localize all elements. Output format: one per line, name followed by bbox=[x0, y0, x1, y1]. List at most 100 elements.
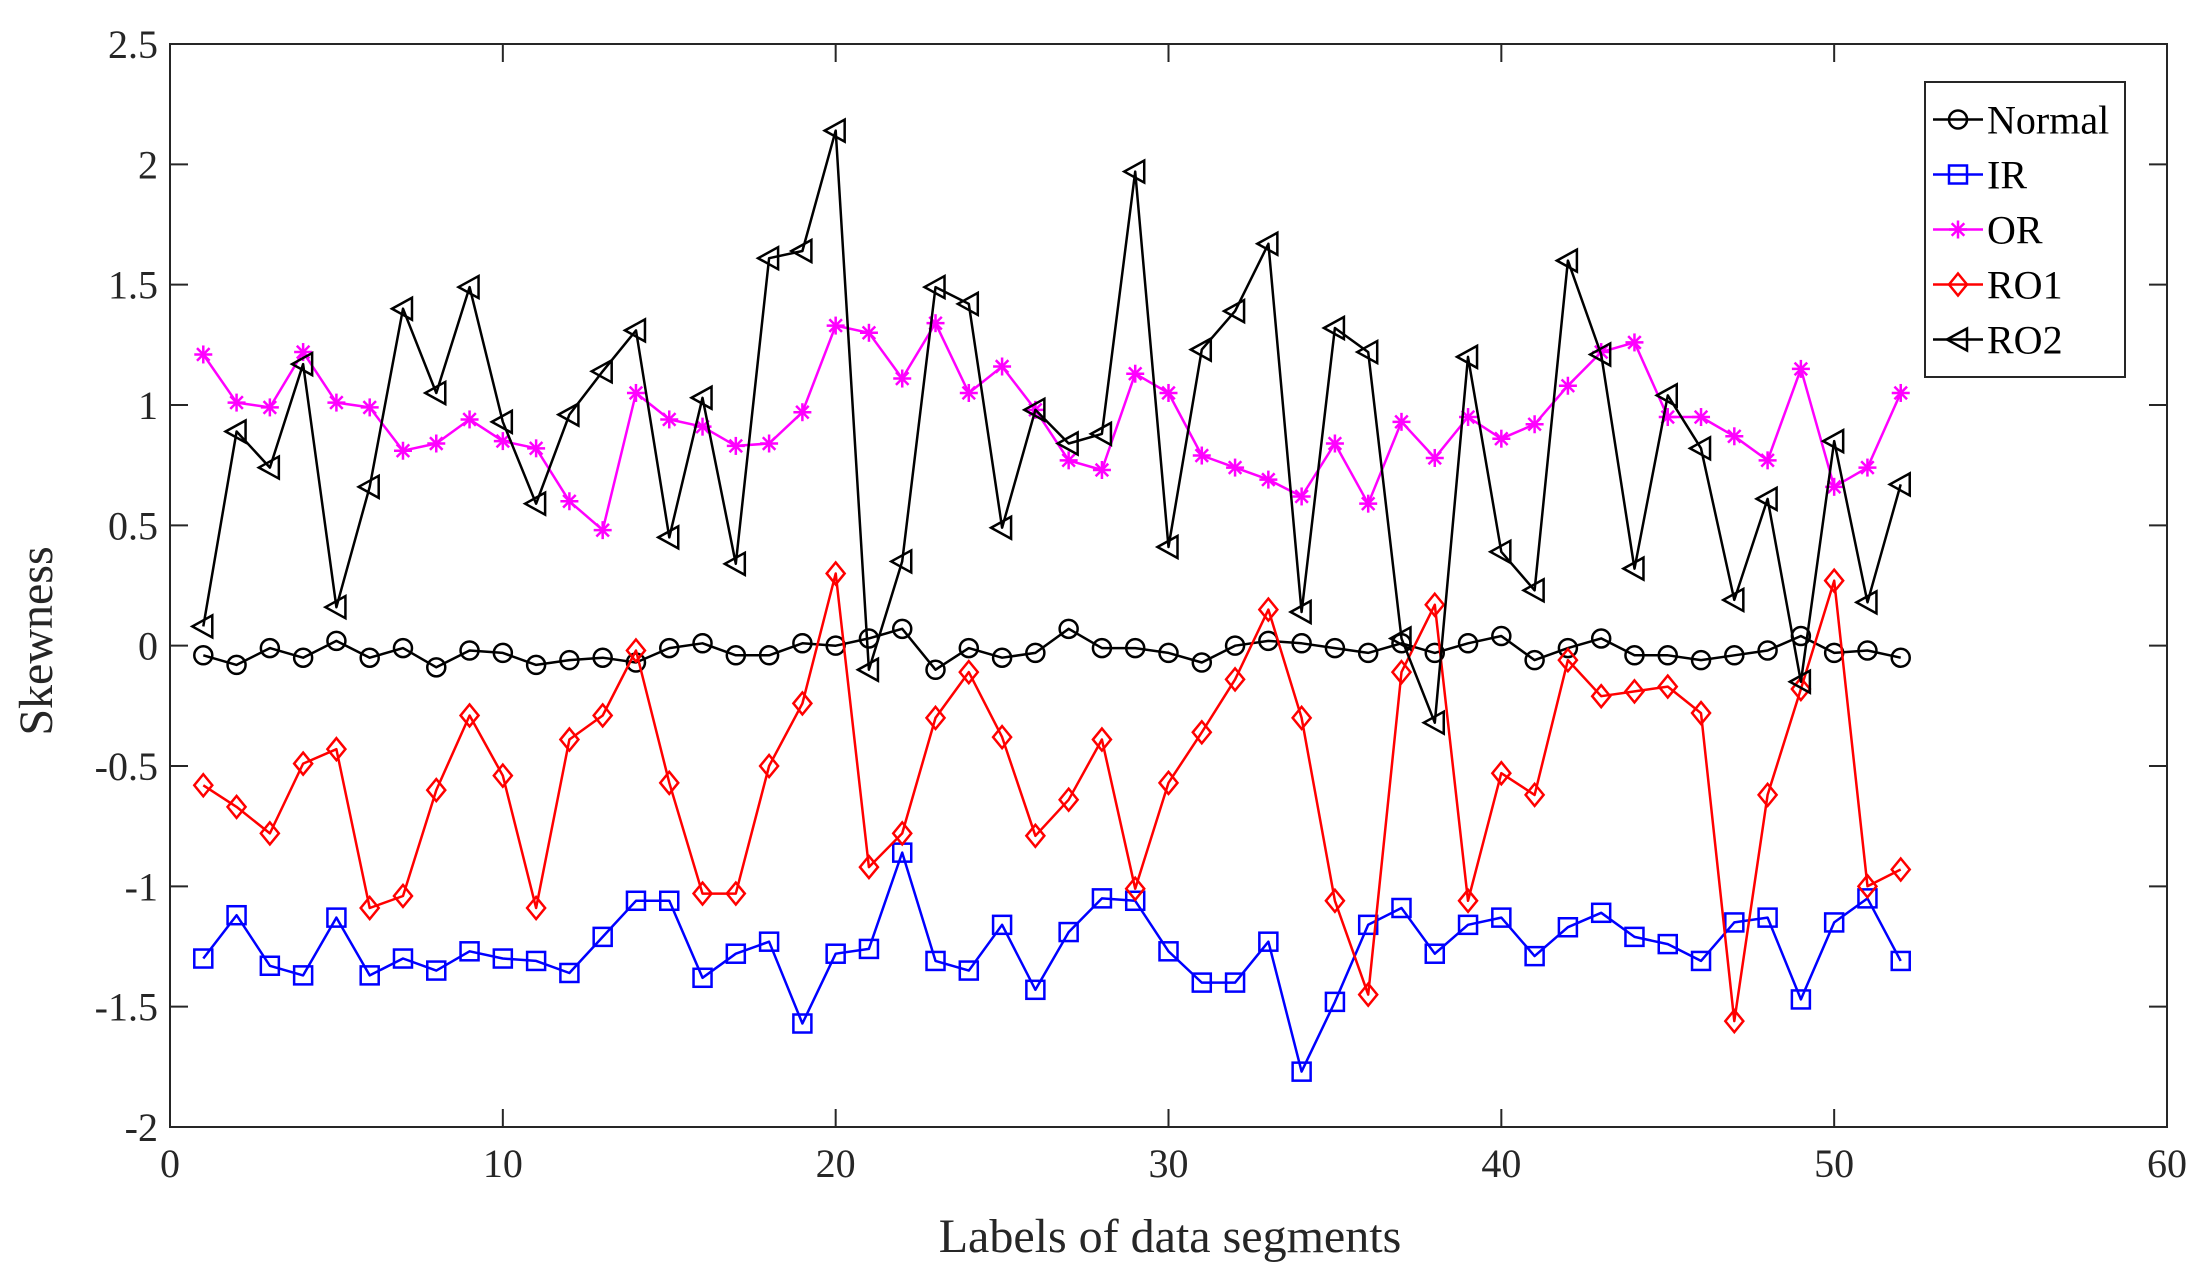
data-point-ro2 bbox=[1154, 533, 1179, 561]
data-point-ir bbox=[1457, 914, 1479, 936]
data-point-ro2 bbox=[1853, 589, 1878, 616]
data-point-ro1 bbox=[392, 882, 414, 909]
data-point-normal bbox=[1424, 642, 1446, 664]
data-point-ro1 bbox=[924, 704, 947, 731]
data-point-ro1 bbox=[1058, 786, 1080, 813]
data-point-or bbox=[1325, 434, 1344, 453]
series-line-ro2 bbox=[202, 129, 1902, 724]
data-point-ro1 bbox=[958, 659, 980, 686]
legend-marker-normal bbox=[1947, 109, 1969, 130]
data-point-ro2 bbox=[522, 490, 547, 517]
legend-marker-or bbox=[1949, 220, 1967, 239]
series-line-ro1 bbox=[202, 572, 1902, 1023]
data-point-normal bbox=[426, 657, 447, 678]
data-point-or bbox=[1891, 383, 1910, 402]
data-point-ro2 bbox=[1021, 396, 1046, 423]
data-point-or bbox=[1525, 415, 1544, 434]
data-point-normal bbox=[592, 647, 613, 668]
series-line-normal bbox=[202, 627, 1901, 671]
data-point-ro1 bbox=[691, 880, 714, 907]
data-point-ro2 bbox=[322, 594, 347, 621]
data-point-ir bbox=[559, 962, 580, 984]
data-point-ir bbox=[1757, 907, 1778, 928]
data-point-ir bbox=[259, 955, 281, 977]
data-point-normal bbox=[1624, 645, 1645, 666]
data-point-normal bbox=[725, 645, 747, 666]
data-point-ro2 bbox=[555, 401, 580, 428]
data-point-ir bbox=[1124, 890, 1146, 912]
data-point-ro2 bbox=[1587, 341, 1612, 368]
data-point-ro2 bbox=[1787, 668, 1812, 695]
series-ro2 bbox=[189, 117, 1911, 736]
data-point-ro1 bbox=[1856, 873, 1879, 900]
data-point-or bbox=[1425, 448, 1444, 467]
data-point-normal bbox=[492, 642, 514, 664]
data-point-normal bbox=[958, 637, 980, 659]
data-point-ro1 bbox=[1490, 760, 1512, 787]
data-point-normal bbox=[1491, 625, 1512, 647]
data-point-ro1 bbox=[525, 895, 547, 921]
data-point-normal bbox=[1058, 618, 1079, 640]
data-point-ro2 bbox=[1654, 382, 1678, 409]
data-point-ir bbox=[492, 948, 514, 969]
data-point-ro1 bbox=[658, 769, 680, 796]
data-point-or bbox=[1492, 429, 1511, 448]
data-point-ro1 bbox=[325, 736, 348, 763]
data-point-ro2 bbox=[1055, 430, 1079, 457]
data-point-normal bbox=[1025, 642, 1046, 664]
data-point-ro2 bbox=[988, 514, 1013, 541]
data-point-or bbox=[1558, 376, 1577, 395]
data-point-ir bbox=[426, 960, 447, 981]
data-point-normal bbox=[1224, 635, 1246, 656]
data-point-ir bbox=[1857, 888, 1878, 909]
data-point-or bbox=[1226, 458, 1245, 477]
data-point-or bbox=[1126, 364, 1145, 383]
data-point-normal bbox=[525, 654, 547, 676]
data-point-normal bbox=[292, 647, 314, 668]
data-point-ro1 bbox=[292, 750, 314, 777]
data-point-ro2 bbox=[921, 273, 946, 301]
data-point-ro2 bbox=[722, 550, 747, 577]
data-point-normal bbox=[392, 637, 414, 659]
data-point-ir bbox=[858, 938, 880, 960]
data-point-or bbox=[260, 398, 279, 417]
data-point-ro1 bbox=[1623, 678, 1646, 705]
data-point-or bbox=[1392, 412, 1411, 431]
data-point-ro1 bbox=[1324, 887, 1346, 914]
data-point-normal bbox=[459, 640, 480, 661]
data-point-ro1 bbox=[359, 895, 381, 921]
data-point-ro1 bbox=[1191, 719, 1213, 746]
data-point-ro2 bbox=[822, 117, 846, 144]
legend-item-ro1: RO1 bbox=[1933, 263, 2063, 308]
y-tick-label: 1.5 bbox=[108, 263, 158, 308]
data-point-ir bbox=[525, 950, 547, 972]
data-point-ro2 bbox=[356, 473, 380, 500]
data-point-ir bbox=[193, 948, 214, 969]
data-point-or bbox=[1159, 383, 1178, 402]
y-tick-label: 0.5 bbox=[108, 503, 158, 548]
legend: Normal IR OR RO1 RO2 bbox=[1924, 81, 2126, 378]
data-point-ro2 bbox=[1620, 555, 1645, 582]
data-point-normal bbox=[1557, 637, 1579, 659]
data-point-ro1 bbox=[1291, 704, 1313, 731]
data-point-ir bbox=[1224, 972, 1246, 993]
data-point-ro2 bbox=[1221, 298, 1246, 325]
data-point-ro2 bbox=[256, 454, 281, 481]
data-point-normal bbox=[1091, 637, 1113, 659]
data-point-ir bbox=[592, 926, 613, 948]
data-point-ro2 bbox=[1421, 709, 1446, 736]
data-point-or bbox=[1692, 408, 1711, 427]
legend-label-ro1: RO1 bbox=[1987, 263, 2063, 308]
data-point-ro1 bbox=[225, 793, 248, 820]
data-point-or bbox=[360, 398, 379, 417]
data-point-ro1 bbox=[825, 560, 847, 587]
data-point-ro1 bbox=[458, 702, 481, 729]
y-tick-label: 1 bbox=[138, 383, 158, 428]
data-point-or bbox=[1825, 477, 1844, 496]
series-normal bbox=[193, 618, 1911, 680]
data-point-ro1 bbox=[625, 637, 647, 664]
y-tick-label: -0.5 bbox=[95, 744, 158, 789]
data-point-normal bbox=[1324, 637, 1346, 659]
data-point-normal bbox=[891, 618, 913, 640]
data-point-ro2 bbox=[422, 379, 447, 407]
